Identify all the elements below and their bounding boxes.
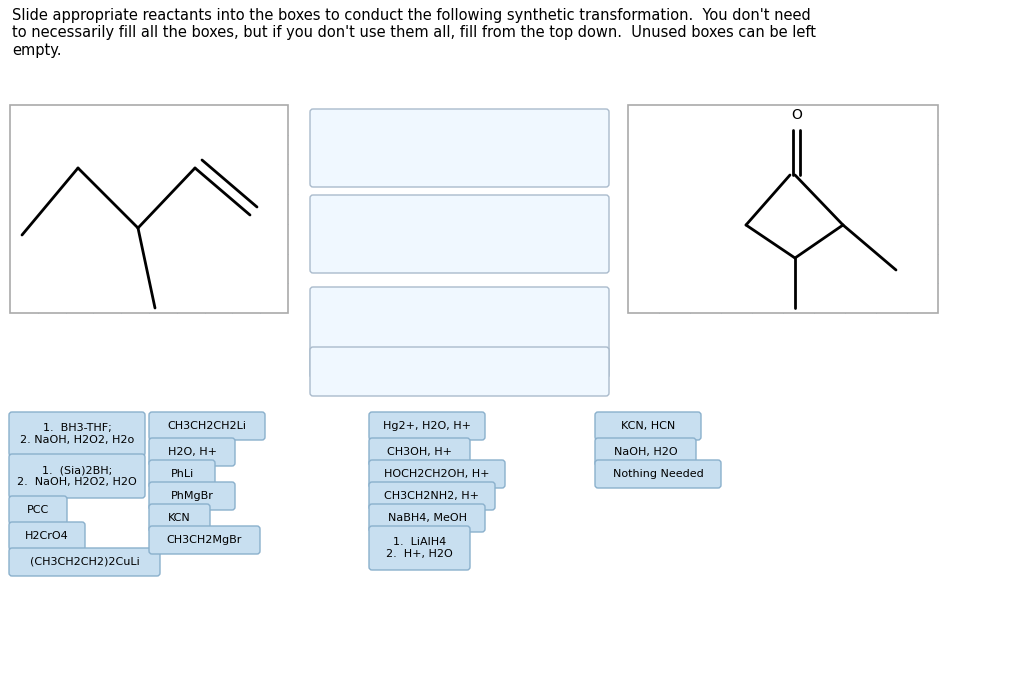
FancyBboxPatch shape <box>310 347 609 396</box>
Text: CH3CH2NH2, H+: CH3CH2NH2, H+ <box>384 491 479 501</box>
FancyBboxPatch shape <box>150 460 215 488</box>
Text: KCN, HCN: KCN, HCN <box>621 421 675 431</box>
Text: PCC: PCC <box>27 505 49 515</box>
FancyBboxPatch shape <box>150 438 234 466</box>
FancyBboxPatch shape <box>369 412 485 440</box>
FancyBboxPatch shape <box>369 438 470 466</box>
Text: 1.  (Sia)2BH;
2.  NaOH, H2O2, H2O: 1. (Sia)2BH; 2. NaOH, H2O2, H2O <box>17 465 137 487</box>
FancyBboxPatch shape <box>310 195 609 273</box>
FancyBboxPatch shape <box>595 412 701 440</box>
Text: CH3CH2CH2Li: CH3CH2CH2Li <box>168 421 247 431</box>
Text: CH3CH2MgBr: CH3CH2MgBr <box>167 535 243 545</box>
Text: PhLi: PhLi <box>170 469 194 479</box>
FancyBboxPatch shape <box>310 287 609 378</box>
Text: (CH3CH2CH2)2CuLi: (CH3CH2CH2)2CuLi <box>30 557 139 567</box>
FancyBboxPatch shape <box>150 482 234 510</box>
Text: Hg2+, H2O, H+: Hg2+, H2O, H+ <box>383 421 471 431</box>
Text: NaBH4, MeOH: NaBH4, MeOH <box>387 513 467 523</box>
Bar <box>628 105 938 313</box>
FancyBboxPatch shape <box>595 460 721 488</box>
Text: CH3OH, H+: CH3OH, H+ <box>387 447 452 457</box>
FancyBboxPatch shape <box>9 454 145 498</box>
FancyBboxPatch shape <box>9 496 67 524</box>
Text: PhMgBr: PhMgBr <box>171 491 213 501</box>
FancyBboxPatch shape <box>9 548 160 576</box>
Text: H2O, H+: H2O, H+ <box>168 447 216 457</box>
Text: HOCH2CH2OH, H+: HOCH2CH2OH, H+ <box>384 469 489 479</box>
FancyBboxPatch shape <box>150 504 210 532</box>
FancyBboxPatch shape <box>150 526 260 554</box>
FancyBboxPatch shape <box>369 460 505 488</box>
FancyBboxPatch shape <box>369 504 485 532</box>
FancyBboxPatch shape <box>9 412 145 456</box>
Text: Nothing Needed: Nothing Needed <box>612 469 703 479</box>
FancyBboxPatch shape <box>150 412 265 440</box>
Text: KCN: KCN <box>168 513 190 523</box>
FancyBboxPatch shape <box>310 109 609 187</box>
Text: Slide appropriate reactants into the boxes to conduct the following synthetic tr: Slide appropriate reactants into the box… <box>12 8 816 58</box>
FancyBboxPatch shape <box>9 522 85 550</box>
FancyBboxPatch shape <box>595 438 696 466</box>
Text: 1.  LiAlH4
2.  H+, H2O: 1. LiAlH4 2. H+, H2O <box>386 537 453 559</box>
Text: 1.  BH3-THF;
2. NaOH, H2O2, H2o: 1. BH3-THF; 2. NaOH, H2O2, H2o <box>19 423 134 445</box>
Text: H2CrO4: H2CrO4 <box>26 531 69 541</box>
Text: NaOH, H2O: NaOH, H2O <box>613 447 677 457</box>
FancyBboxPatch shape <box>369 526 470 570</box>
FancyBboxPatch shape <box>369 482 495 510</box>
Bar <box>10 105 288 313</box>
Text: O: O <box>792 108 803 122</box>
